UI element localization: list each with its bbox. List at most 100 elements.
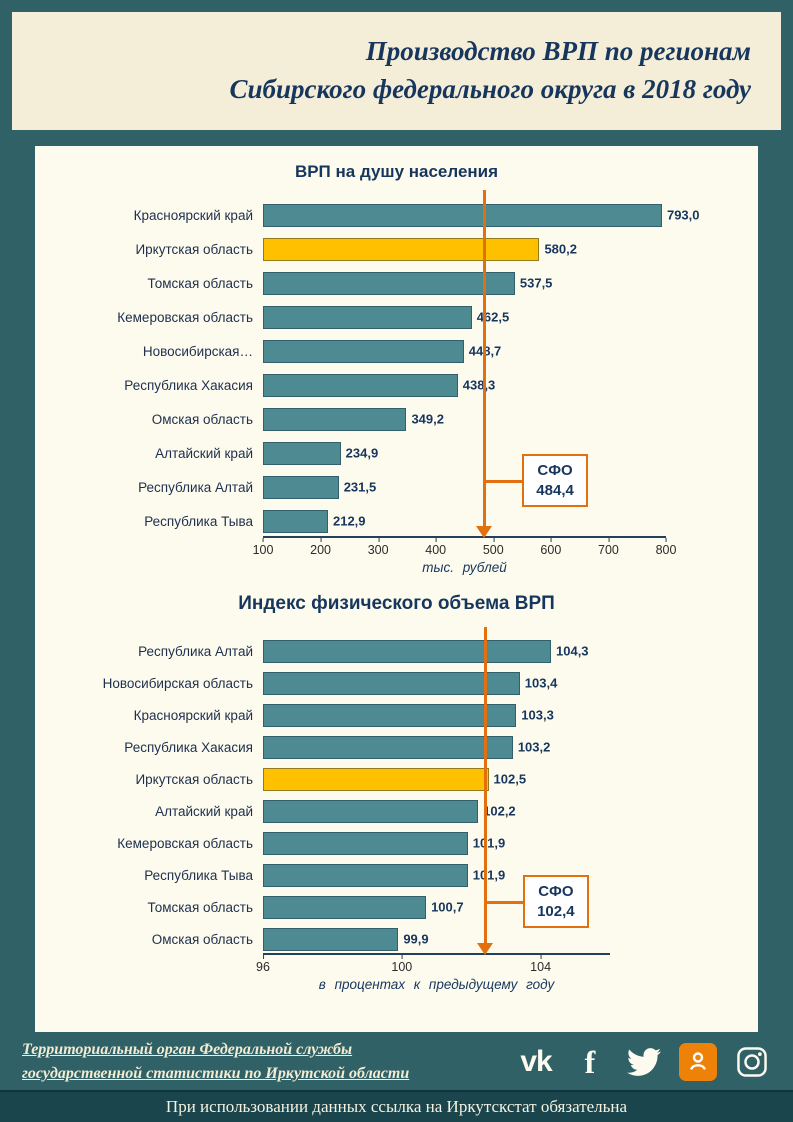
chart-title: Индекс физического объема ВРП (238, 593, 555, 614)
bar: 104,3 (263, 639, 589, 663)
value-label: 103,4 (524, 675, 558, 691)
category-label: Новосибирская… (142, 343, 253, 359)
bar: 234,9 (263, 441, 378, 465)
facebook-icon[interactable]: f (584, 1043, 596, 1080)
axis-tick: 500 (482, 538, 504, 557)
chart-row: Красноярский край 103,3 (35, 699, 758, 731)
value-label: 349,2 (411, 411, 444, 427)
chart-row: Новосибирская область 103,4 (35, 667, 758, 699)
axis-tick: 104 (530, 955, 552, 974)
category-label: Омская область (151, 931, 253, 947)
category-label: Томская область (147, 899, 254, 915)
axis-tick: 200 (310, 538, 331, 557)
category-label: Иркутская область (135, 241, 253, 257)
chart-row: Алтайский край 234,9 (35, 436, 758, 470)
chart-row: Республика Алтай 104,3 (35, 635, 758, 667)
category-label: Республика Алтай (138, 643, 253, 659)
category-label: Новосибирская область (102, 675, 253, 691)
axis-tick: 100 (252, 538, 274, 557)
value-label: 102,2 (483, 803, 516, 819)
bar: 103,2 (263, 735, 550, 759)
attribution-bar: При использовании данных ссылка на Иркут… (0, 1090, 793, 1122)
value-label: 438,3 (462, 377, 496, 393)
chart-row: Красноярский край 793,0 (35, 198, 758, 232)
category-label: Омская область (151, 411, 253, 427)
page-title-line1: Производство ВРП по регионам (365, 36, 751, 67)
x-axis-label: в процентах к предыдущему году (318, 977, 555, 992)
chart-row: Алтайский край 102,2 (35, 795, 758, 827)
chart-grp-volume-index: Индекс физического объема ВРП Республика… (35, 593, 758, 992)
chart-row: Республика Хакасия 103,2 (35, 731, 758, 763)
bar: 438,3 (263, 373, 495, 397)
value-label: 448,7 (468, 343, 502, 359)
bar: 231,5 (263, 475, 376, 499)
category-label: Томская область (147, 275, 254, 291)
chart-row: Республика Тыва 101,9 (35, 859, 758, 891)
social-icons: vk f (517, 1043, 771, 1081)
chart-title: ВРП на душу населения (294, 162, 499, 181)
value-label: 462,5 (476, 309, 510, 325)
bar: 537,5 (263, 271, 552, 295)
chart-row: Кемеровская область 101,9 (35, 827, 758, 859)
vk-icon[interactable]: vk (520, 1045, 552, 1078)
value-label: 793,0 (666, 207, 700, 223)
value-label: 234,9 (345, 445, 379, 461)
chart-row: Омская область 349,2 (35, 402, 758, 436)
chart-row: Томская область 537,5 (35, 266, 758, 300)
bar: 99,9 (263, 927, 429, 951)
content-panel: ВРП на душу населения Красноярский край 7… (35, 146, 758, 1032)
category-label: Алтайский край (155, 445, 253, 461)
value-label: 101,9 (472, 835, 506, 851)
bar: 102,5 (263, 767, 526, 791)
chart-row: Иркутская область 580,2 (35, 232, 758, 266)
axis-tick: 96 (256, 955, 270, 974)
attribution-text: При использовании данных ссылка на Иркут… (165, 1097, 628, 1116)
category-label: Кемеровская область (117, 309, 253, 325)
bar: 793,0 (263, 203, 700, 227)
value-label: 100,7 (431, 899, 464, 915)
value-label: 537,5 (519, 275, 553, 291)
value-label: 231,5 (343, 479, 377, 495)
axis-tick: 800 (655, 538, 677, 557)
bar: 448,7 (263, 339, 501, 363)
bar: 212,9 (263, 509, 366, 533)
x-axis-label: тыс. рублей (422, 560, 507, 575)
chart-rows: Красноярский край 793,0 Иркутская область 5… (35, 198, 758, 538)
chart-row: Республика Алтай 231,5 (35, 470, 758, 504)
axis-tick: 600 (540, 538, 562, 557)
org-name-line2: государственной статистики по Иркутской … (22, 1065, 410, 1082)
bar: 103,4 (263, 671, 557, 695)
bar: 101,9 (263, 863, 505, 887)
axis-tick: 300 (367, 538, 389, 557)
odnoklassniki-icon[interactable] (679, 1043, 717, 1081)
bar: 462,5 (263, 305, 509, 329)
footer: Территориальный орган Федеральной службы… (0, 1034, 793, 1090)
instagram-icon[interactable] (733, 1043, 771, 1081)
axis-tick: 400 (425, 538, 447, 557)
bar: 349,2 (263, 407, 444, 431)
category-label: Республика Алтай (138, 479, 253, 495)
chart-row: Кемеровская область 462,5 (35, 300, 758, 334)
chart-row: Иркутская область 102,5 (35, 763, 758, 795)
page-title-line2: Сибирского федерального округа в 2018 го… (229, 74, 751, 104)
value-label: 103,2 (517, 739, 551, 755)
category-label: Иркутская область (135, 771, 253, 787)
value-label: 580,2 (544, 241, 577, 257)
category-label: Республика Тыва (144, 867, 253, 883)
bar: 103,3 (263, 703, 554, 727)
value-label: 99,9 (403, 931, 429, 947)
bar: 580,2 (263, 237, 577, 261)
twitter-icon[interactable] (625, 1043, 663, 1081)
category-label: Алтайский край (155, 803, 253, 819)
category-label: Красноярский край (133, 207, 253, 223)
axis-tick: 700 (597, 538, 619, 557)
category-label: Красноярский край (133, 707, 253, 723)
chart-row: Томская область 100,7 (35, 891, 758, 923)
chart-row: Республика Тыва 212,9 (35, 504, 758, 538)
header-panel: Производство ВРП по регионам Сибирского … (12, 12, 781, 130)
value-label: 212,9 (332, 513, 366, 529)
bar: 100,7 (263, 895, 464, 919)
chart-row: Новосибирская… 448,7 (35, 334, 758, 368)
value-label: 103,3 (521, 707, 554, 723)
category-label: Республика Тыва (144, 513, 253, 529)
